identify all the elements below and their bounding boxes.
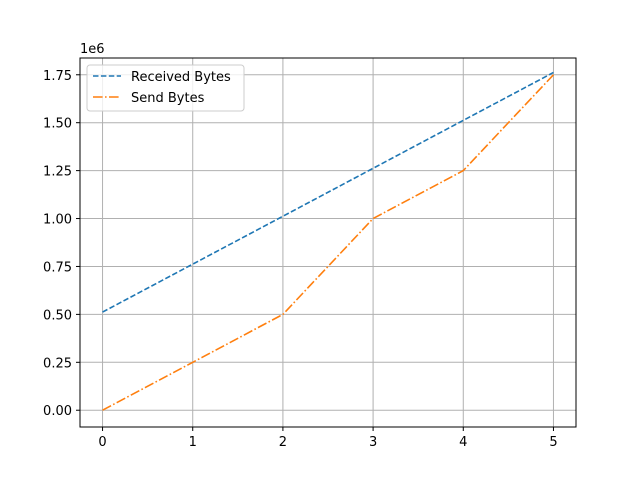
series-lines	[102, 71, 555, 411]
y-axis-ticks: 0.00 0.25 0.50 0.75 1.00 1.25 1.50 1.75	[43, 69, 80, 419]
legend-label-send-bytes: Send Bytes	[131, 91, 205, 106]
legend-box	[86, 64, 245, 112]
y-tick-label: 1.25	[43, 165, 72, 180]
grid	[80, 58, 576, 427]
x-tick-label: 4	[459, 435, 467, 450]
x-tick-label: 1	[189, 435, 197, 450]
y-tick-label: 0.50	[43, 308, 72, 323]
y-tick-label: 1.00	[43, 213, 72, 228]
x-tick-label: 3	[369, 435, 377, 450]
y-tick-label: 0.75	[43, 260, 72, 275]
y-tick-label: 0.00	[43, 404, 72, 419]
legend: Received Bytes Send Bytes	[86, 64, 245, 112]
y-tick-label: 1.75	[43, 69, 72, 84]
series-line-send-bytes	[102, 74, 555, 411]
y-offset-label: 1e6	[80, 42, 105, 57]
x-tick-label: 2	[279, 435, 287, 450]
series-line-received-bytes	[102, 71, 554, 313]
x-axis-ticks: 0 1 2 3 4 5	[98, 427, 558, 450]
x-tick-label: 5	[549, 435, 557, 450]
legend-label-received-bytes: Received Bytes	[131, 70, 231, 85]
plot-frame	[79, 57, 577, 428]
x-tick-label: 0	[98, 435, 106, 450]
y-tick-label: 0.25	[43, 356, 72, 371]
y-tick-label: 1.50	[43, 117, 72, 132]
